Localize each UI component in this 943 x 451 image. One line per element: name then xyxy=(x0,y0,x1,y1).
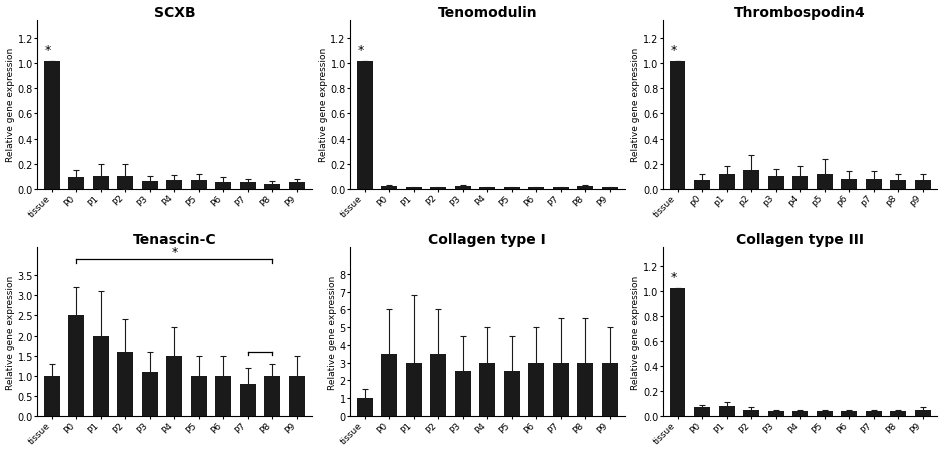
Bar xyxy=(479,363,495,416)
Bar xyxy=(694,180,710,189)
Text: *: * xyxy=(670,44,677,57)
Bar xyxy=(381,187,397,189)
Bar xyxy=(866,179,882,189)
Bar xyxy=(190,376,207,416)
Bar xyxy=(479,188,495,189)
Bar xyxy=(430,354,446,416)
Bar xyxy=(240,183,256,189)
Bar xyxy=(553,363,569,416)
Bar xyxy=(43,376,59,416)
Bar xyxy=(670,289,686,416)
Bar xyxy=(356,62,372,189)
Y-axis label: Relative gene expression: Relative gene expression xyxy=(632,48,640,162)
Bar xyxy=(792,177,808,189)
Bar xyxy=(743,410,759,416)
Bar xyxy=(381,354,397,416)
Text: *: * xyxy=(172,246,177,259)
Bar xyxy=(602,363,618,416)
Bar xyxy=(405,363,422,416)
Bar xyxy=(528,363,544,416)
Bar xyxy=(455,187,471,189)
Bar xyxy=(915,180,931,189)
Bar xyxy=(817,174,833,189)
Y-axis label: Relative gene expression: Relative gene expression xyxy=(6,48,15,162)
Bar xyxy=(141,372,157,416)
Bar xyxy=(866,411,882,416)
Bar xyxy=(694,407,710,416)
Title: Tenomodulin: Tenomodulin xyxy=(438,5,537,19)
Bar xyxy=(117,177,133,189)
Bar xyxy=(430,188,446,189)
Bar xyxy=(68,316,84,416)
Bar xyxy=(166,180,182,189)
Bar xyxy=(190,180,207,189)
Bar xyxy=(577,363,593,416)
Bar xyxy=(215,376,231,416)
Bar xyxy=(817,411,833,416)
Y-axis label: Relative gene expression: Relative gene expression xyxy=(328,275,337,389)
Bar xyxy=(719,174,735,189)
Bar xyxy=(356,398,372,416)
Bar xyxy=(264,376,280,416)
Bar xyxy=(602,188,618,189)
Bar xyxy=(528,188,544,189)
Bar xyxy=(455,372,471,416)
Bar xyxy=(289,183,305,189)
Bar xyxy=(792,411,808,416)
Bar xyxy=(117,352,133,416)
Bar xyxy=(890,411,906,416)
Bar xyxy=(264,184,280,189)
Title: SCXB: SCXB xyxy=(154,5,195,19)
Bar xyxy=(577,187,593,189)
Bar xyxy=(215,183,231,189)
Title: Tenascin-C: Tenascin-C xyxy=(133,232,216,246)
Bar xyxy=(166,356,182,416)
Text: *: * xyxy=(357,44,364,57)
Bar xyxy=(141,182,157,189)
Bar xyxy=(289,376,305,416)
Bar xyxy=(504,372,520,416)
Text: *: * xyxy=(45,44,51,57)
Bar xyxy=(743,170,759,189)
Bar xyxy=(670,62,686,189)
Bar xyxy=(68,178,84,189)
Bar xyxy=(92,336,108,416)
Text: *: * xyxy=(670,271,677,284)
Bar xyxy=(915,410,931,416)
Y-axis label: Relative gene expression: Relative gene expression xyxy=(6,275,14,389)
Title: Thrombospodin4: Thrombospodin4 xyxy=(735,5,866,19)
Bar xyxy=(43,62,59,189)
Bar xyxy=(768,411,784,416)
Bar xyxy=(841,179,857,189)
Y-axis label: Relative gene expression: Relative gene expression xyxy=(319,48,327,162)
Bar xyxy=(92,177,108,189)
Bar xyxy=(719,406,735,416)
Y-axis label: Relative gene expression: Relative gene expression xyxy=(632,275,640,389)
Bar xyxy=(504,188,520,189)
Bar xyxy=(890,180,906,189)
Bar xyxy=(841,411,857,416)
Bar xyxy=(768,177,784,189)
Bar xyxy=(405,188,422,189)
Bar xyxy=(240,384,256,416)
Title: Collagen type I: Collagen type I xyxy=(428,232,546,246)
Bar xyxy=(553,188,569,189)
Title: Collagen type III: Collagen type III xyxy=(736,232,864,246)
